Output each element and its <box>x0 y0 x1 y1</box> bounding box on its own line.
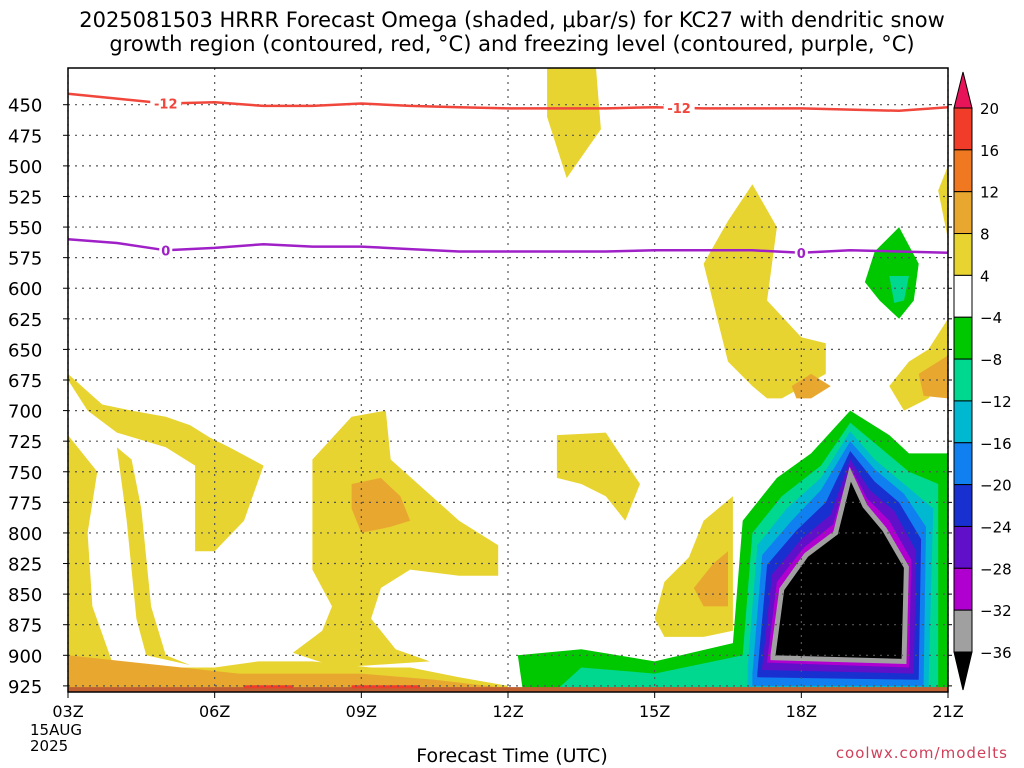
colorbar-swatch-2 <box>953 149 973 193</box>
omega-region-4-8 <box>889 165 948 411</box>
colorbar-swatch-7 <box>953 358 973 402</box>
omega-region-4-6 <box>703 184 826 399</box>
y-tick-label-625: 625 <box>8 310 42 331</box>
credit-link[interactable]: coolwx.com/modelts <box>835 744 1008 762</box>
omega-region-neg32-ring <box>770 466 909 664</box>
colorbar-swatch-1 <box>953 107 973 151</box>
colorbar-swatch-11 <box>953 525 973 569</box>
omega-region-neg12-15 <box>889 276 909 303</box>
y-tick-label-575: 575 <box>8 249 42 270</box>
contour-dgz-line <box>67 92 949 113</box>
colorbar-label-3: 8 <box>980 226 990 244</box>
colorbar-top-arrow <box>953 71 973 109</box>
x-tick-label-09Z: 09Z <box>346 702 377 721</box>
y-tick-label-850: 850 <box>8 585 42 606</box>
colorbar-label-6: −8 <box>980 351 1002 369</box>
omega-region-8-10 <box>351 477 411 533</box>
colorbar-swatch-13 <box>953 609 973 653</box>
colorbar-label-11: −28 <box>980 560 1012 578</box>
omega-region-4-4 <box>547 68 601 179</box>
contour-label-1-1: 0 <box>797 247 806 262</box>
omega-region-8-9 <box>791 373 831 399</box>
colorbar-swatch-8 <box>953 400 973 444</box>
colorbar-label-1: 16 <box>980 142 999 160</box>
start-date-year: 2025 <box>30 737 69 755</box>
contour-label-1-0: 0 <box>161 244 170 259</box>
omega-region-neg36-23 <box>773 474 907 662</box>
chart-title-line-1: 2025081503 HRRR Forecast Omega (shaded, … <box>79 8 945 32</box>
omega-shading <box>68 68 948 692</box>
y-tick-label-700: 700 <box>8 402 42 423</box>
colorbar-label-9: −20 <box>980 477 1012 495</box>
y-tick-label-475: 475 <box>8 126 42 147</box>
low-level-max-2 <box>351 685 420 689</box>
omega-region-4-3 <box>292 410 499 668</box>
contour-label-0-1: -12 <box>667 102 691 117</box>
colorbar-swatch-10 <box>953 484 973 527</box>
x-tick-label-21Z: 21Z <box>932 702 963 721</box>
colorbar-swatch-3 <box>953 191 973 235</box>
contour-label-bg-1-1 <box>794 244 808 261</box>
x-tick-label-15Z: 15Z <box>639 702 670 721</box>
colorbar-swatch-5 <box>953 274 973 318</box>
y-tick-label-600: 600 <box>8 279 42 300</box>
low-level-max-1 <box>244 685 293 689</box>
colorbar-label-7: −12 <box>980 393 1012 411</box>
y-tick-label-775: 775 <box>8 493 42 514</box>
colorbar-label-0: 20 <box>980 100 999 118</box>
colorbar-bottom-arrow <box>953 651 973 691</box>
x-tick-label-12Z: 12Z <box>492 702 523 721</box>
y-tick-label-725: 725 <box>8 432 42 453</box>
y-tick-label-800: 800 <box>8 524 42 545</box>
colorbar-label-10: −24 <box>980 518 1012 536</box>
omega-region-8-13 <box>68 655 508 690</box>
y-tick-label-525: 525 <box>8 187 42 208</box>
omega-region-8-11 <box>693 551 728 607</box>
y-tick-label-450: 450 <box>8 96 42 117</box>
colorbar-swatch-6 <box>953 316 973 360</box>
colorbar-label-13: −36 <box>980 644 1012 662</box>
chart-title-line-2: growth region (contoured, red, °C) and f… <box>109 32 915 56</box>
colorbar-swatch-9 <box>953 442 973 486</box>
y-tick-label-750: 750 <box>8 463 42 484</box>
omega-region-4-5 <box>556 432 640 521</box>
omega-region-8-12 <box>918 355 948 399</box>
colorbar-label-4: 4 <box>980 267 990 285</box>
omega-region-4-2 <box>116 447 191 666</box>
colorbar-label-12: −32 <box>980 602 1012 620</box>
x-tick-label-03Z: 03Z <box>52 702 83 721</box>
y-tick-label-900: 900 <box>8 646 42 667</box>
surface-strip <box>68 687 948 692</box>
contour-label-0-0: -12 <box>154 97 178 112</box>
contour-label-bg-0-1 <box>663 99 695 116</box>
colorbar: 20 16 12 8 4 −4 −8 −12 −16 −20 −24 −28 −32 −36 <box>953 71 1012 691</box>
contour-label-bg-0-0 <box>150 95 182 112</box>
start-date-day: 15AUG <box>30 721 82 739</box>
y-tick-label-825: 825 <box>8 555 42 576</box>
y-tick-label-675: 675 <box>8 371 42 392</box>
x-axis-label: Forecast Time (UTC) <box>416 745 608 767</box>
colorbar-swatch-4 <box>953 233 973 276</box>
colorbar-label-5: −4 <box>980 309 1002 327</box>
omega-region-4-0 <box>68 373 264 552</box>
y-tick-label-875: 875 <box>8 616 42 637</box>
x-tick-label-18Z: 18Z <box>786 702 817 721</box>
x-tick-label-06Z: 06Z <box>199 702 230 721</box>
y-tick-label-650: 650 <box>8 340 42 361</box>
y-tick-label-925: 925 <box>8 677 42 698</box>
y-tick-label-550: 550 <box>8 218 42 239</box>
y-tick-label-500: 500 <box>8 157 42 178</box>
start-date-label: 15AUG 2025 <box>30 722 82 754</box>
colorbar-label-2: 12 <box>980 184 999 202</box>
contour-label-bg-1-0 <box>159 242 173 259</box>
colorbar-label-8: −16 <box>980 435 1012 453</box>
colorbar-swatch-12 <box>953 567 973 611</box>
